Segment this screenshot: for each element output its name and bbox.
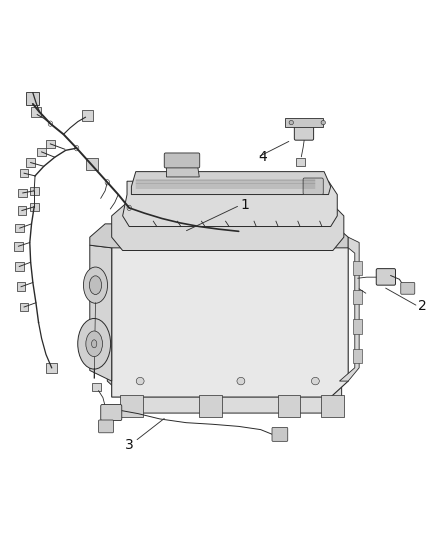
Polygon shape (107, 237, 125, 397)
FancyBboxPatch shape (303, 178, 323, 195)
Ellipse shape (89, 276, 102, 294)
FancyBboxPatch shape (30, 187, 39, 195)
FancyBboxPatch shape (99, 420, 113, 433)
Ellipse shape (311, 377, 319, 385)
FancyBboxPatch shape (131, 319, 143, 331)
FancyBboxPatch shape (199, 395, 222, 417)
Polygon shape (90, 245, 112, 381)
Ellipse shape (289, 120, 293, 125)
Polygon shape (112, 232, 348, 397)
FancyBboxPatch shape (82, 110, 93, 121)
FancyBboxPatch shape (86, 158, 98, 170)
FancyBboxPatch shape (353, 290, 362, 304)
Polygon shape (166, 163, 199, 177)
FancyBboxPatch shape (26, 92, 39, 105)
FancyBboxPatch shape (131, 298, 143, 310)
FancyBboxPatch shape (278, 395, 300, 417)
FancyBboxPatch shape (353, 319, 362, 334)
Ellipse shape (92, 340, 97, 348)
FancyBboxPatch shape (353, 349, 362, 363)
FancyBboxPatch shape (18, 206, 26, 215)
FancyBboxPatch shape (18, 189, 27, 197)
FancyBboxPatch shape (101, 405, 122, 421)
Text: 1: 1 (241, 198, 250, 212)
FancyBboxPatch shape (31, 107, 41, 117)
FancyBboxPatch shape (46, 140, 55, 148)
FancyBboxPatch shape (272, 427, 288, 441)
Ellipse shape (86, 331, 102, 357)
Polygon shape (131, 172, 331, 195)
FancyBboxPatch shape (15, 224, 24, 232)
Polygon shape (123, 181, 337, 227)
Text: 4: 4 (258, 150, 267, 164)
FancyBboxPatch shape (15, 262, 24, 271)
Polygon shape (112, 203, 344, 251)
Ellipse shape (78, 318, 110, 369)
FancyBboxPatch shape (401, 282, 415, 294)
Polygon shape (339, 237, 359, 381)
FancyBboxPatch shape (17, 282, 25, 291)
FancyBboxPatch shape (290, 224, 305, 237)
FancyBboxPatch shape (26, 158, 35, 167)
FancyBboxPatch shape (37, 148, 46, 156)
FancyBboxPatch shape (296, 158, 305, 166)
Text: 3: 3 (125, 438, 134, 452)
FancyBboxPatch shape (353, 261, 362, 275)
FancyBboxPatch shape (46, 363, 57, 373)
FancyBboxPatch shape (164, 153, 200, 168)
FancyBboxPatch shape (120, 395, 143, 417)
Ellipse shape (136, 377, 144, 385)
FancyBboxPatch shape (321, 395, 344, 417)
Polygon shape (90, 224, 348, 248)
FancyBboxPatch shape (264, 224, 279, 237)
FancyBboxPatch shape (92, 383, 101, 391)
FancyBboxPatch shape (212, 224, 226, 237)
Polygon shape (125, 381, 342, 413)
Text: 2: 2 (418, 300, 427, 313)
FancyBboxPatch shape (238, 224, 253, 237)
FancyBboxPatch shape (285, 118, 323, 127)
Ellipse shape (237, 377, 245, 385)
Ellipse shape (321, 120, 325, 125)
FancyBboxPatch shape (14, 242, 23, 251)
FancyBboxPatch shape (294, 122, 314, 140)
FancyBboxPatch shape (20, 169, 28, 177)
FancyBboxPatch shape (376, 269, 396, 285)
Ellipse shape (83, 267, 107, 303)
FancyBboxPatch shape (30, 203, 39, 211)
FancyBboxPatch shape (20, 303, 28, 311)
